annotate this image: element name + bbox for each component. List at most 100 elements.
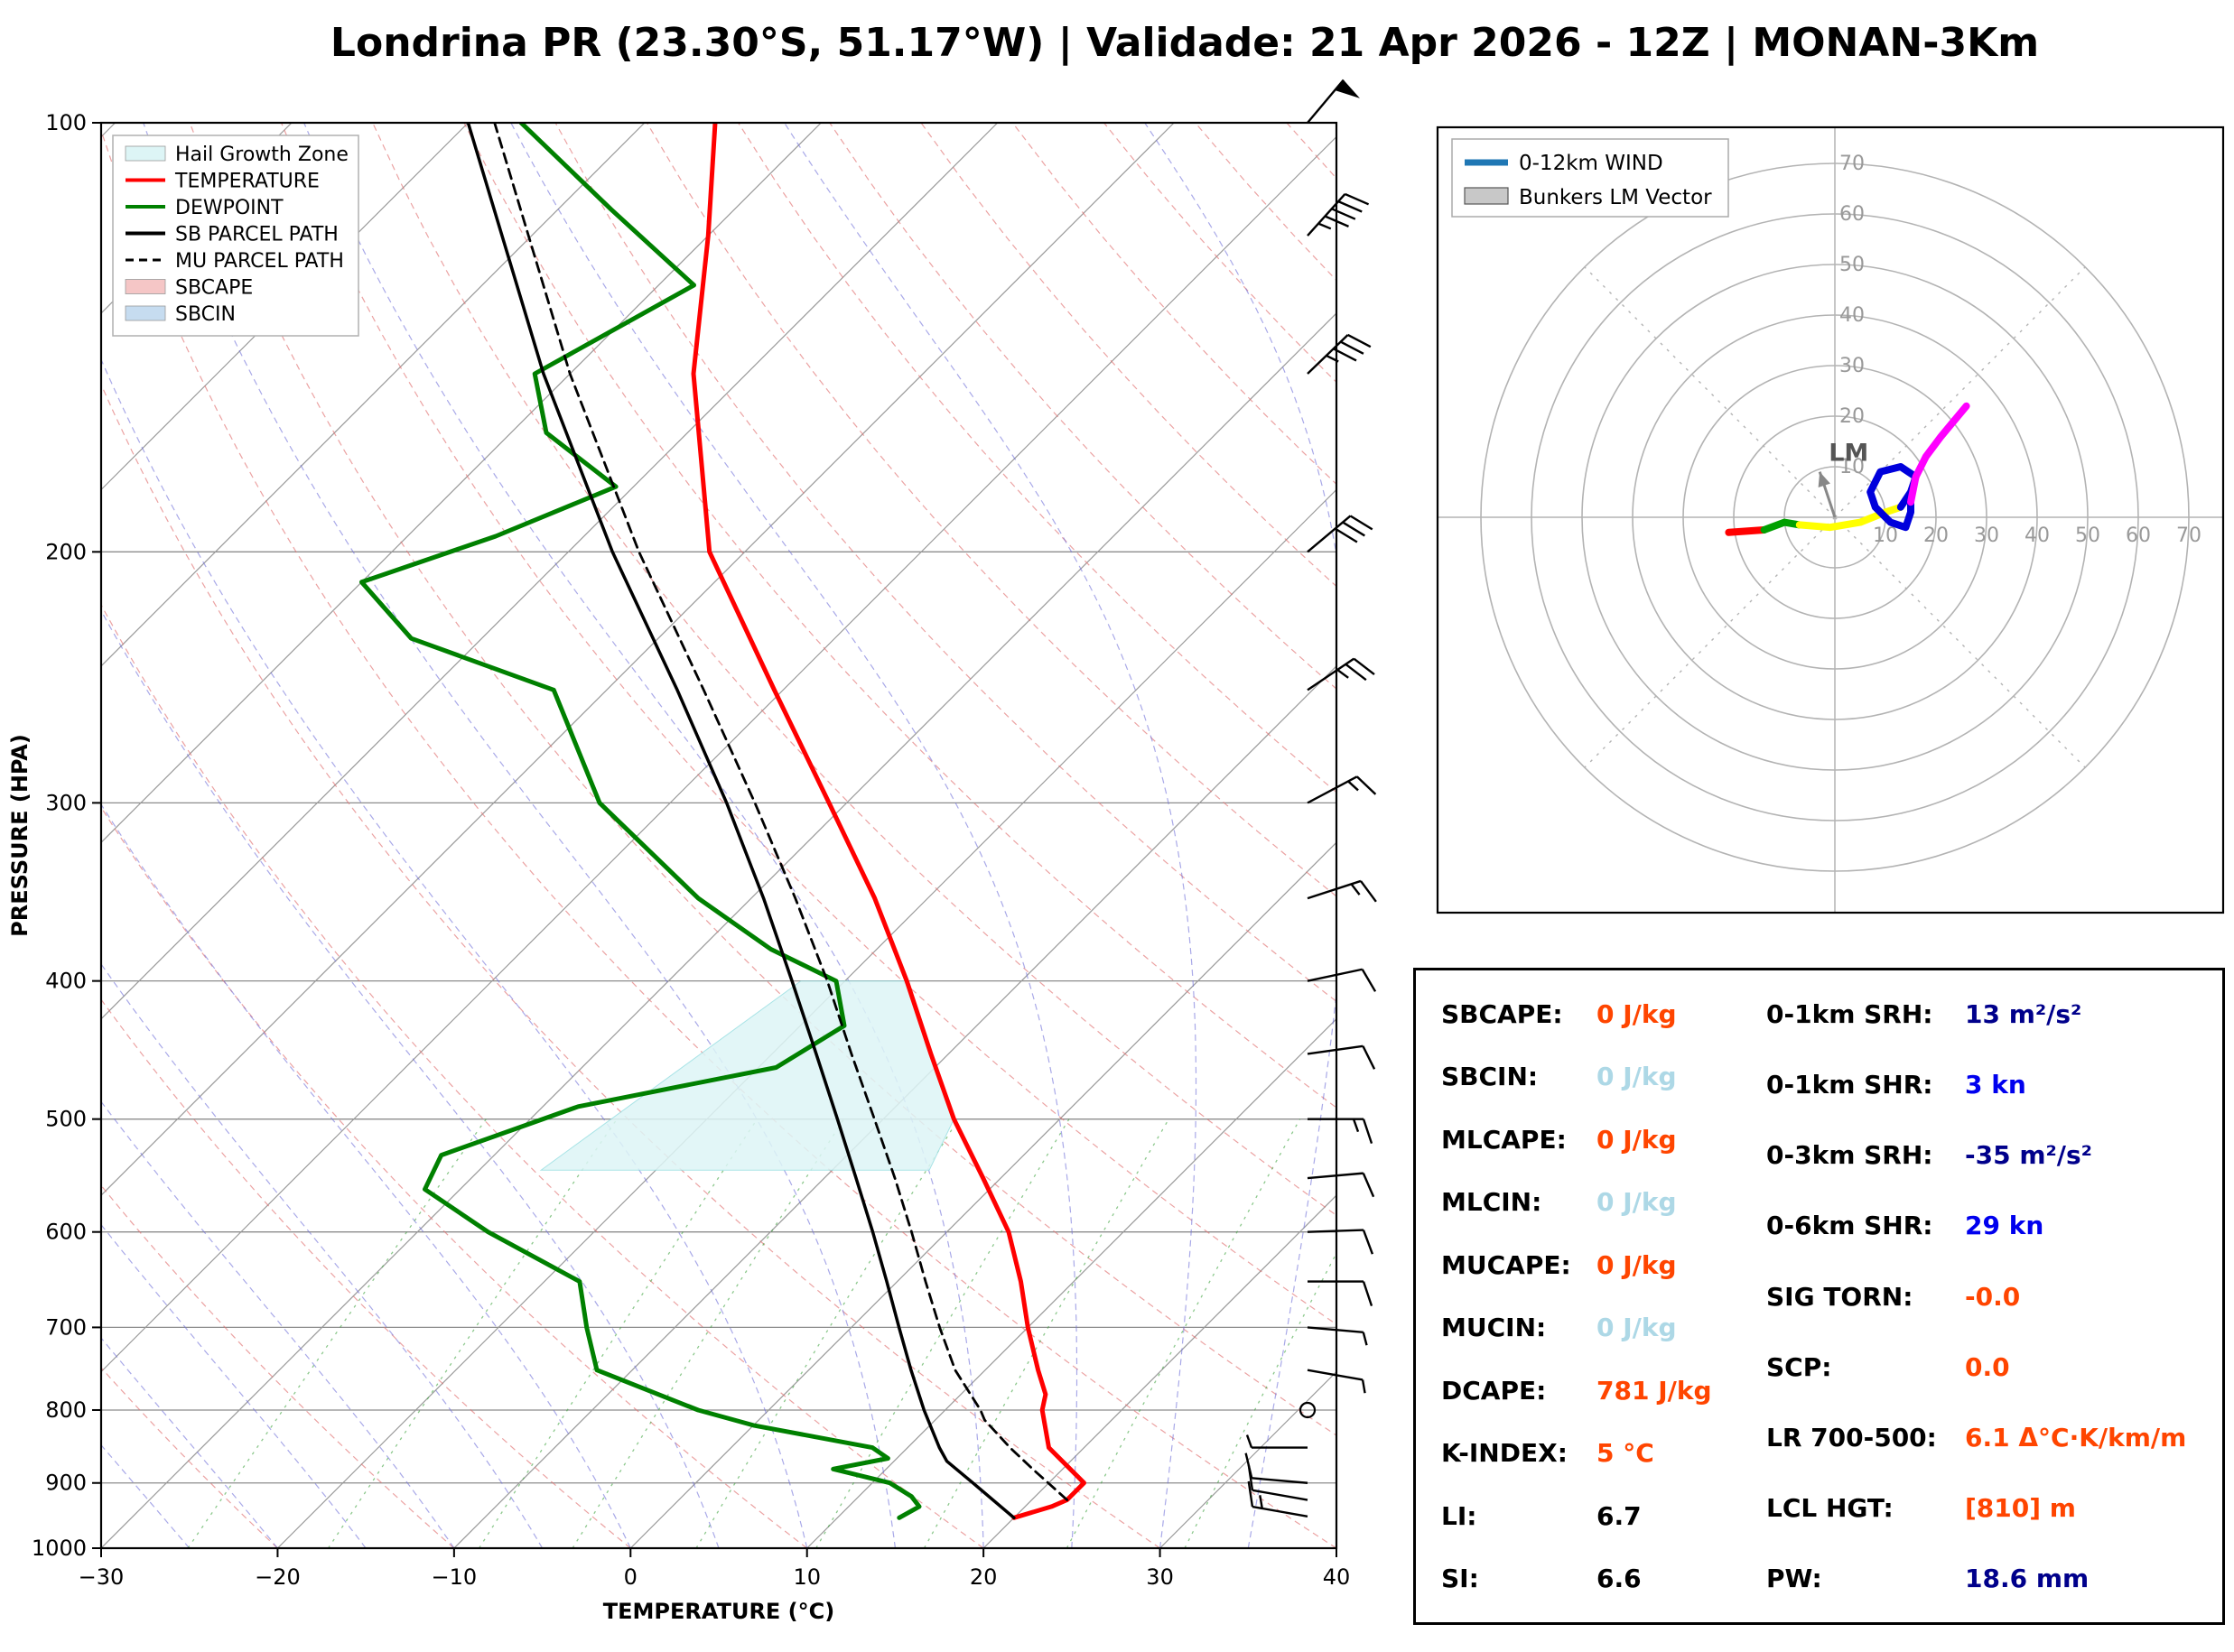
index-value: 0.0 (1965, 1351, 2010, 1382)
hodo-ring-label: 60 (2126, 524, 2151, 547)
hodo-ring-label: 30 (1839, 355, 1865, 377)
hail-growth-zone (539, 980, 954, 1171)
indices-table: SBCAPE: 0 J/kg SBCIN: 0 J/kg MLCAPE: 0 J/kg ML… (1413, 968, 2225, 1625)
index-row: SBCIN: 0 J/kg (1441, 1062, 1757, 1091)
index-label: MUCIN: (1441, 1313, 1547, 1343)
index-value: 29 kn (1965, 1211, 2044, 1241)
index-value: 6.7 (1596, 1500, 1642, 1531)
hodo-ring-label: 70 (2176, 524, 2201, 547)
y-tick-label: 900 (45, 1471, 87, 1496)
index-row: 0-1km SHR: 3 kn (1766, 1070, 2210, 1100)
index-label: SBCIN: (1441, 1062, 1539, 1092)
hodo-ring-label: 30 (1974, 524, 1999, 547)
x-tick-label: −10 (432, 1564, 478, 1590)
hodo-ring-label: 40 (2025, 524, 2050, 547)
x-tick-label: 30 (1146, 1564, 1174, 1590)
legend-label: Hail Growth Zone (175, 144, 349, 166)
wind-barb (1299, 1401, 1317, 1419)
x-tick-label: 40 (1323, 1564, 1351, 1590)
y-tick-label: 300 (45, 790, 87, 815)
wind-barb (1308, 1280, 1373, 1306)
index-value: 0 J/kg (1596, 1249, 1677, 1280)
y-tick-label: 800 (45, 1397, 87, 1423)
index-value: [810] m (1965, 1492, 2076, 1523)
hodograph-legend: 0-12km WIND Bunkers LM Vector (1451, 138, 1729, 218)
wind-barb (1307, 968, 1377, 992)
index-row: 0-1km SRH: 13 m²/s² (1766, 999, 2210, 1029)
wind-barb (1307, 515, 1373, 553)
y-tick-label: 1000 (32, 1536, 87, 1561)
index-label: 0-1km SHR: (1766, 1070, 1933, 1100)
y-tick-label: 600 (45, 1220, 87, 1245)
lm-label: LM (1829, 440, 1868, 468)
hodograph-trace-segment (1725, 526, 1768, 536)
index-value: 781 J/kg (1596, 1375, 1712, 1406)
y-tick-label: 500 (45, 1107, 87, 1132)
index-value: -0.0 (1965, 1281, 2021, 1312)
index-row: LR 700-500: 6.1 Δ°C·K/km/m (1766, 1423, 2210, 1452)
dewpoint-curve (359, 123, 922, 1520)
index-label: SBCAPE: (1441, 999, 1563, 1029)
wind-barb (1307, 1229, 1374, 1255)
index-label: PW: (1766, 1564, 1822, 1593)
legend-label: DEWPOINT (175, 197, 284, 219)
index-row: 0-6km SHR: 29 kn (1766, 1211, 2210, 1240)
x-tick-label: −20 (255, 1564, 301, 1590)
y-axis-title: PRESSURE (HPA) (7, 734, 33, 937)
index-value: 5 °C (1596, 1438, 1654, 1469)
y-tick-label: 700 (45, 1314, 87, 1340)
legend-label: Bunkers LM Vector (1519, 186, 1712, 209)
hodo-ring-label: 60 (1839, 203, 1865, 226)
index-value: 6.6 (1596, 1563, 1642, 1593)
index-row: SBCAPE: 0 J/kg (1441, 999, 1757, 1029)
wind-barb (1307, 1172, 1375, 1198)
wind-barb (1307, 775, 1377, 804)
x-tick-label: 10 (793, 1564, 821, 1590)
hodograph-plot: 10 10 20 20 30 30 40 40 50 50 60 60 70 70 LM 0-12km WIN… (1436, 125, 2225, 914)
indices-column-right: 0-1km SRH: 13 m²/s² 0-1km SHR: 3 kn 0-3km SR… (1766, 999, 2210, 1593)
hodo-ring-label: 20 (1839, 405, 1865, 428)
index-row: MUCIN: 0 J/kg (1441, 1313, 1757, 1342)
index-row: SI: 6.6 (1441, 1564, 1757, 1593)
index-label: SCP: (1766, 1351, 1832, 1382)
index-value: 0 J/kg (1596, 1062, 1677, 1092)
hodo-ring-label: 40 (1839, 304, 1865, 327)
temperature-curve (691, 123, 1086, 1520)
hodo-ring-label: 20 (1923, 524, 1949, 547)
skewt-legend: Hail Growth Zone TEMPERATURE DEWPOINT SB PA… (112, 135, 359, 337)
wind-barb (1244, 1452, 1308, 1484)
index-label: 0-3km SRH: (1766, 1140, 1933, 1171)
index-row: SIG TORN: -0.0 (1766, 1282, 2210, 1312)
wind-barb (1308, 1118, 1373, 1145)
index-row: PW: 18.6 mm (1766, 1564, 2210, 1593)
y-tick-label: 200 (45, 539, 87, 564)
index-value: 0 J/kg (1596, 1313, 1677, 1343)
hodograph-trace-segment (1907, 402, 1970, 506)
wind-barb (1245, 1434, 1308, 1449)
wind-barb-column (1244, 79, 1377, 1518)
index-row: LI: 6.7 (1441, 1501, 1757, 1531)
legend-label: SBCAPE (175, 277, 253, 300)
index-label: MLCAPE: (1441, 1124, 1567, 1155)
hodo-ring-label: 50 (2075, 524, 2100, 547)
index-value: 0 J/kg (1596, 1187, 1677, 1218)
index-label: LI: (1441, 1500, 1477, 1531)
sb-parcel-path (466, 123, 1016, 1520)
legend-label: TEMPERATURE (174, 171, 320, 193)
wind-barb (1307, 1369, 1366, 1394)
page-title: Londrina PR (23.30°S, 51.17°W) | Validad… (330, 20, 2040, 66)
index-label: MUCAPE: (1441, 1249, 1571, 1280)
x-tick-label: 0 (624, 1564, 638, 1590)
wind-barb (1307, 657, 1375, 691)
mu-parcel-path (493, 123, 1069, 1501)
index-row: MLCIN: 0 J/kg (1441, 1187, 1757, 1217)
index-row: MLCAPE: 0 J/kg (1441, 1125, 1757, 1155)
index-label: LCL HGT: (1766, 1492, 1894, 1523)
wind-barb (1307, 879, 1377, 903)
hodograph-trace-segment (1760, 518, 1803, 534)
index-row: 0-3km SRH: -35 m²/s² (1766, 1140, 2210, 1170)
wind-barb (1247, 1480, 1308, 1518)
index-row: K-INDEX: 5 °C (1441, 1438, 1757, 1468)
